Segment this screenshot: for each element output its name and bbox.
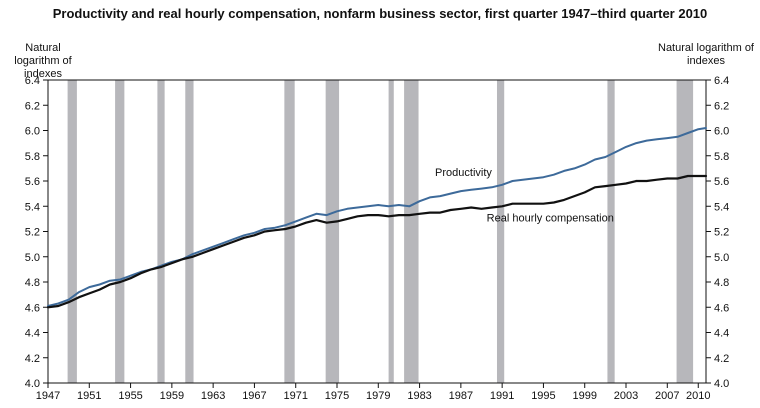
y-axis-label-left: Natural logarithm of indexes <box>14 42 72 80</box>
y-tick-label-left: 6.0 <box>25 126 40 138</box>
y-tick-label-left: 5.2 <box>25 227 40 239</box>
recession-band <box>67 80 77 383</box>
x-tick-label: 2007 <box>655 390 679 402</box>
recession-bands <box>67 80 694 383</box>
recession-band <box>157 80 165 383</box>
y-tick-label-left: 5.6 <box>25 176 40 188</box>
x-tick-label: 1951 <box>77 390 101 402</box>
y-tick-label-right: 4.6 <box>714 302 729 314</box>
plot-frame <box>47 79 707 384</box>
x-tick-label: 2003 <box>614 390 638 402</box>
y-tick-label-right: 5.4 <box>714 201 729 213</box>
recession-band <box>607 80 615 383</box>
annotations: Productivity Real hourly compensation <box>435 167 614 224</box>
y-tick-label-right: 4.4 <box>714 328 729 340</box>
real-hourly-compensation-annotation: Real hourly compensation <box>487 212 614 224</box>
y-tick-label-left: 5.0 <box>25 252 40 264</box>
x-tick-label: 1995 <box>531 390 555 402</box>
y-tick-label-right: 4.2 <box>714 353 729 365</box>
productivity-annotation: Productivity <box>435 167 492 179</box>
x-tick-label: 1999 <box>572 390 596 402</box>
x-tick-label: 1963 <box>201 390 225 402</box>
x-axis: 1947 1951 1955 1959 1963 1967 1971 1975 1979 1983… <box>36 383 711 402</box>
y-tick-label-left: 4.2 <box>25 353 40 365</box>
x-tick-label: 1983 <box>407 390 431 402</box>
recession-band <box>676 80 694 383</box>
y-tick-label-right: 5.6 <box>714 176 729 188</box>
x-tick-label: 1991 <box>490 390 514 402</box>
recession-band <box>404 80 419 383</box>
y-tick-label-left: 6.2 <box>25 100 40 112</box>
x-tick-label: 1987 <box>449 390 473 402</box>
recession-band <box>388 80 394 383</box>
recession-band <box>284 80 295 383</box>
recession-band <box>115 80 125 383</box>
x-tick-label: 2010 <box>686 390 710 402</box>
recession-band <box>496 80 505 383</box>
y-tick-label-right: 5.0 <box>714 252 729 264</box>
y-axis: 4.0 4.0 4.2 4.2 4.4 4.4 4.6 4.6 4.8 4.8 5.0 5.0 5.2 5… <box>25 75 730 390</box>
y-axis-label-right: Natural logarithm of indexes <box>658 42 754 67</box>
x-tick-label: 1979 <box>366 390 390 402</box>
y-tick-label-right: 6.4 <box>714 75 729 87</box>
y-tick-label-left: 6.4 <box>25 75 40 87</box>
x-tick-label: 1967 <box>242 390 266 402</box>
recession-band <box>325 80 340 383</box>
x-tick-label: 1955 <box>118 390 142 402</box>
y-tick-label-left: 4.6 <box>25 302 40 314</box>
recession-band <box>185 80 194 383</box>
y-tick-label-left: 4.0 <box>25 378 40 390</box>
series-lines <box>46 127 708 309</box>
y-tick-label-left: 5.8 <box>25 151 40 163</box>
real-hourly-compensation-line <box>46 174 708 309</box>
y-tick-label-right: 5.8 <box>714 151 729 163</box>
x-tick-label: 1947 <box>36 390 60 402</box>
y-tick-label-right: 4.0 <box>714 378 729 390</box>
x-tick-label: 1975 <box>325 390 349 402</box>
x-tick-label: 1959 <box>160 390 184 402</box>
y-tick-label-left: 4.8 <box>25 277 40 289</box>
y-tick-label-right: 4.8 <box>714 277 729 289</box>
y-tick-label-left: 4.4 <box>25 328 40 340</box>
chart-title: Productivity and real hourly compensatio… <box>52 6 708 21</box>
x-tick-label: 1971 <box>283 390 307 402</box>
y-tick-label-right: 5.2 <box>714 227 729 239</box>
y-tick-label-right: 6.2 <box>714 100 729 112</box>
y-tick-label-left: 5.4 <box>25 201 40 213</box>
y-tick-label-right: 6.0 <box>714 126 729 138</box>
